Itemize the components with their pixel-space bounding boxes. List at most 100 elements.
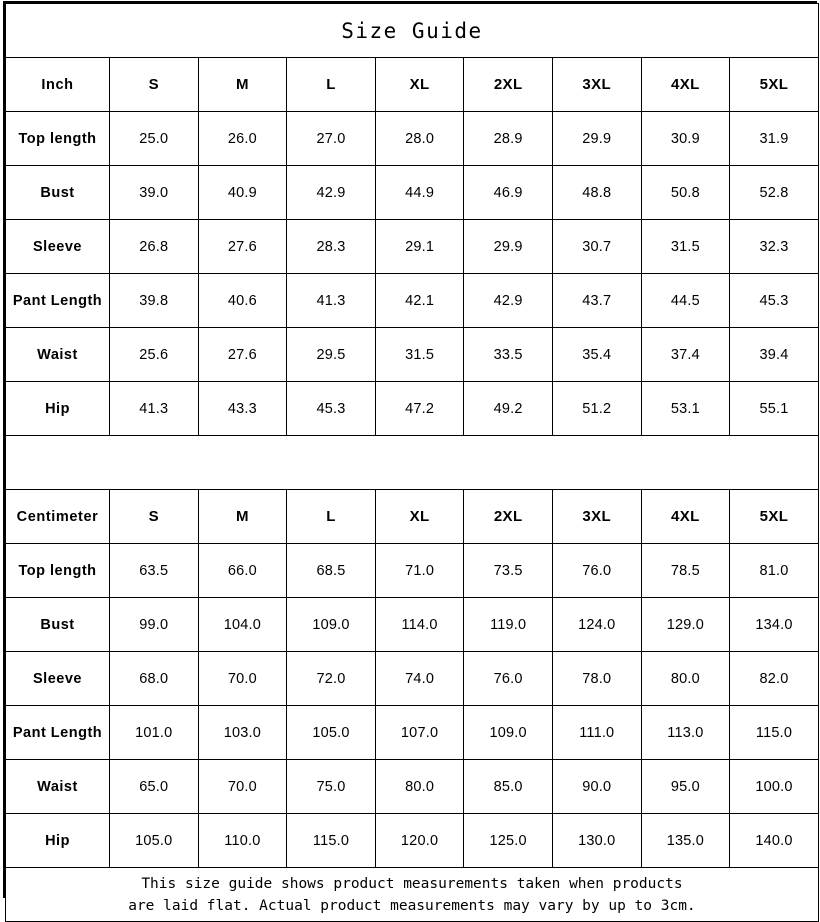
unit-header-row: Inch S M L XL 2XL 3XL 4XL 5XL <box>5 57 819 112</box>
size-header-cell: 3XL <box>551 489 642 544</box>
size-header-cell: L <box>286 489 376 544</box>
measurement-value-cell: 31.5 <box>374 327 465 382</box>
measurement-value-cell: 104.0 <box>197 597 288 652</box>
table-row: Hip 41.3 43.3 45.3 47.2 49.2 51.2 53.1 55.1 <box>5 381 819 436</box>
measurement-value-cell: 29.1 <box>374 219 465 274</box>
measurement-value-cell: 66.0 <box>197 543 288 598</box>
table-row: Top length 63.5 66.0 68.5 71.0 73.5 76.0 78.5 81… <box>5 543 819 598</box>
measurement-value-cell: 115.0 <box>729 705 819 760</box>
measurement-label-cell: Hip <box>5 813 110 868</box>
measurement-value-cell: 119.0 <box>463 597 553 652</box>
measurement-value-cell: 70.0 <box>197 651 288 706</box>
measurement-value-cell: 110.0 <box>197 813 288 868</box>
measurement-value-cell: 135.0 <box>640 813 731 868</box>
unit-header-row: Centimeter S M L XL 2XL 3XL 4XL 5XL <box>5 489 819 544</box>
measurement-value-cell: 95.0 <box>640 759 731 814</box>
measurement-value-cell: 52.8 <box>729 165 819 220</box>
measurement-value-cell: 39.8 <box>109 273 199 328</box>
measurement-value-cell: 53.1 <box>640 381 731 436</box>
measurement-value-cell: 81.0 <box>729 543 819 598</box>
size-header-cell: 5XL <box>729 57 819 112</box>
table-row: Bust 99.0 104.0 109.0 114.0 119.0 124.0 129.0 13… <box>5 597 819 652</box>
measurement-value-cell: 78.0 <box>551 651 642 706</box>
size-header-cell: 4XL <box>640 57 731 112</box>
measurement-value-cell: 27.0 <box>286 111 376 166</box>
measurement-value-cell: 68.0 <box>109 651 199 706</box>
footer-note-text: This size guide shows product measuremen… <box>128 875 696 914</box>
measurement-value-cell: 50.8 <box>640 165 731 220</box>
measurement-value-cell: 76.0 <box>551 543 642 598</box>
measurement-label-cell: Hip <box>5 381 110 436</box>
measurement-value-cell: 45.3 <box>286 381 376 436</box>
measurement-value-cell: 48.8 <box>551 165 642 220</box>
measurement-value-cell: 49.2 <box>463 381 553 436</box>
measurement-value-cell: 33.5 <box>463 327 553 382</box>
measurement-value-cell: 73.5 <box>463 543 553 598</box>
measurement-value-cell: 113.0 <box>640 705 731 760</box>
measurement-value-cell: 55.1 <box>729 381 819 436</box>
table-row: Hip 105.0 110.0 115.0 120.0 125.0 130.0 135.0 14… <box>5 813 819 868</box>
measurement-value-cell: 109.0 <box>286 597 376 652</box>
measurement-value-cell: 72.0 <box>286 651 376 706</box>
size-guide-table: Size Guide Inch S M L XL 2XL 3XL 4XL 5XL Top leng… <box>5 3 819 922</box>
measurement-value-cell: 90.0 <box>551 759 642 814</box>
measurement-value-cell: 70.0 <box>197 759 288 814</box>
size-header-cell: S <box>109 57 199 112</box>
size-header-cell: L <box>286 57 376 112</box>
measurement-value-cell: 28.0 <box>374 111 465 166</box>
measurement-value-cell: 74.0 <box>374 651 465 706</box>
measurement-value-cell: 47.2 <box>374 381 465 436</box>
table-row: Bust 39.0 40.9 42.9 44.9 46.9 48.8 50.8 52.8 <box>5 165 819 220</box>
unit-label-cell: Inch <box>5 57 110 112</box>
measurement-value-cell: 42.9 <box>463 273 553 328</box>
measurement-value-cell: 111.0 <box>551 705 642 760</box>
measurement-value-cell: 25.6 <box>109 327 199 382</box>
measurement-label-cell: Pant Length <box>5 705 110 760</box>
measurement-label-cell: Bust <box>5 165 110 220</box>
measurement-value-cell: 30.9 <box>640 111 731 166</box>
page-title: Size Guide <box>341 18 483 43</box>
measurement-value-cell: 82.0 <box>729 651 819 706</box>
measurement-value-cell: 125.0 <box>463 813 553 868</box>
size-header-cell: 5XL <box>729 489 819 544</box>
size-header-cell: 3XL <box>551 57 642 112</box>
measurement-value-cell: 43.7 <box>551 273 642 328</box>
measurement-value-cell: 100.0 <box>729 759 819 814</box>
measurement-value-cell: 31.9 <box>729 111 819 166</box>
table-row: Sleeve 68.0 70.0 72.0 74.0 76.0 78.0 80.0 82.0 <box>5 651 819 706</box>
table-row: Waist 25.6 27.6 29.5 31.5 33.5 35.4 37.4 39.4 <box>5 327 819 382</box>
size-header-cell: XL <box>374 489 465 544</box>
measurement-value-cell: 39.4 <box>729 327 819 382</box>
table-spacer-cell <box>5 435 819 490</box>
table-spacer-row <box>5 435 819 490</box>
measurement-value-cell: 39.0 <box>109 165 199 220</box>
size-header-cell: S <box>109 489 199 544</box>
measurement-value-cell: 40.9 <box>197 165 288 220</box>
measurement-value-cell: 134.0 <box>729 597 819 652</box>
measurement-value-cell: 40.6 <box>197 273 288 328</box>
measurement-label-cell: Sleeve <box>5 219 110 274</box>
measurement-label-cell: Pant Length <box>5 273 110 328</box>
table-row: Waist 65.0 70.0 75.0 80.0 85.0 90.0 95.0 100.0 <box>5 759 819 814</box>
measurement-value-cell: 35.4 <box>551 327 642 382</box>
measurement-value-cell: 45.3 <box>729 273 819 328</box>
table-row: Top length 25.0 26.0 27.0 28.0 28.9 29.9 30.9 31… <box>5 111 819 166</box>
measurement-value-cell: 130.0 <box>551 813 642 868</box>
footer-note-cell: This size guide shows product measuremen… <box>5 867 819 922</box>
measurement-label-cell: Bust <box>5 597 110 652</box>
measurement-value-cell: 103.0 <box>197 705 288 760</box>
measurement-value-cell: 129.0 <box>640 597 731 652</box>
measurement-value-cell: 43.3 <box>197 381 288 436</box>
measurement-label-cell: Top length <box>5 111 110 166</box>
table-row: Pant Length 39.8 40.6 41.3 42.1 42.9 43.7 44.5 4… <box>5 273 819 328</box>
measurement-value-cell: 41.3 <box>286 273 376 328</box>
measurement-value-cell: 44.5 <box>640 273 731 328</box>
measurement-value-cell: 30.7 <box>551 219 642 274</box>
measurement-value-cell: 31.5 <box>640 219 731 274</box>
measurement-value-cell: 105.0 <box>286 705 376 760</box>
measurement-value-cell: 29.9 <box>463 219 553 274</box>
measurement-value-cell: 41.3 <box>109 381 199 436</box>
measurement-value-cell: 65.0 <box>109 759 199 814</box>
size-header-cell: M <box>197 57 288 112</box>
measurement-value-cell: 28.9 <box>463 111 553 166</box>
